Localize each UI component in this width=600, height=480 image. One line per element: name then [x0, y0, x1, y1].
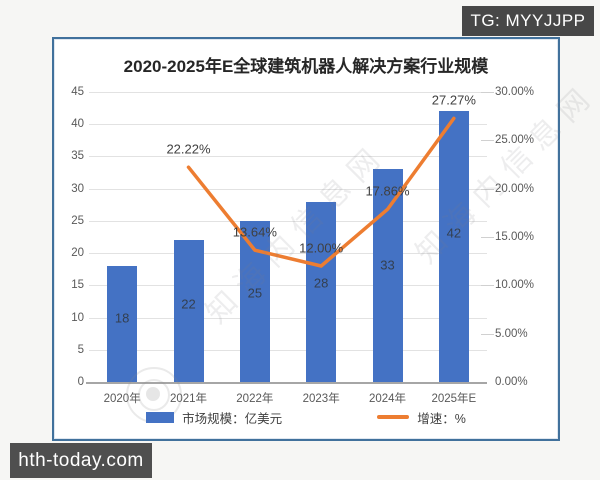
- bar-value-label: 33: [380, 257, 395, 273]
- bar: [438, 111, 469, 382]
- bar-value-label: 22: [181, 296, 196, 312]
- growth-value-label: 17.86%: [365, 183, 410, 199]
- growth-value-label: 12.00%: [299, 240, 344, 256]
- left-axis-tick-label: 35: [71, 150, 84, 163]
- chart-legend: 市场规模：亿美元 增速：%: [54, 406, 558, 428]
- gridline: [89, 92, 487, 93]
- gridline: [89, 220, 487, 222]
- right-axis-tick: [481, 92, 494, 93]
- left-axis-tick-label: 0: [77, 376, 84, 388]
- right-axis-tick: [481, 333, 494, 335]
- bar-swatch-icon: [146, 411, 175, 423]
- bar-value-label: 28: [313, 275, 329, 291]
- growth-value-label: 13.64%: [232, 224, 277, 240]
- right-axis-tick-label: 20.00%: [495, 182, 535, 195]
- line-swatch-icon: [377, 415, 410, 419]
- chart-title: 2020-2025年E全球建筑机器人解决方案行业规模: [123, 57, 489, 76]
- gridline: [89, 188, 487, 190]
- bar-value-label: 42: [446, 225, 462, 241]
- bar-value-label: 18: [114, 310, 130, 326]
- growth-line-svg: [186, 116, 456, 268]
- site-badge: hth-today.com: [10, 443, 152, 478]
- growth-value-label: 27.27%: [431, 92, 476, 108]
- x-axis-line: [86, 382, 487, 384]
- bar: [306, 201, 337, 382]
- x-axis-category-label: 2021年: [169, 393, 208, 405]
- x-axis-category-label: 2022年: [236, 393, 274, 405]
- plot-area: 0 5 10 15 20 25 30 35 40 45 0.00% 5.00% 10.00% 15.00%…: [54, 39, 558, 439]
- x-axis-category-label: 2024年: [368, 393, 407, 405]
- right-axis-tick-label: 15.00%: [495, 231, 535, 243]
- legend-label: 市场规模：亿美元: [182, 411, 283, 426]
- right-axis-tick-label: 10.00%: [495, 279, 535, 292]
- left-axis-tick-label: 10: [71, 311, 84, 324]
- chart-frame: 2020-2025年E全球建筑机器人解决方案行业规模 0 5 10 15 20 25 30 3…: [52, 37, 600, 441]
- bar-value-label: 25: [247, 285, 263, 301]
- left-axis-tick-label: 5: [77, 343, 84, 356]
- right-axis-tick-label: 0.00%: [495, 376, 528, 388]
- left-axis-tick-label: 40: [71, 118, 84, 131]
- x-axis-category-label: 2020年: [103, 393, 141, 405]
- gridline: [89, 124, 487, 126]
- gridline: [89, 349, 487, 351]
- legend-item-growth-rate: 增速：%: [377, 408, 466, 427]
- left-axis-tick-label: 20: [71, 247, 84, 260]
- right-axis-tick-label: 5.00%: [495, 327, 528, 340]
- left-axis-tick-label: 25: [71, 214, 84, 227]
- right-axis-tick: [481, 188, 494, 190]
- bar: [173, 240, 204, 382]
- right-axis-tick: [481, 140, 494, 142]
- legend-item-market-size: 市场规模：亿美元: [146, 408, 282, 427]
- telegram-badge: TG: MYYJJPP: [462, 6, 594, 36]
- left-axis-tick-label: 45: [71, 86, 84, 98]
- legend-label: 增速：%: [417, 411, 466, 426]
- x-axis-category-label: 2025年E: [431, 393, 477, 405]
- left-axis-tick-label: 15: [71, 279, 84, 292]
- bar: [372, 169, 403, 382]
- growth-value-label: 22.22%: [166, 141, 211, 157]
- right-axis-tick-label: 25.00%: [495, 134, 535, 147]
- right-axis-tick-label: 30.00%: [495, 86, 535, 98]
- gridline: [89, 317, 487, 319]
- gridline: [89, 156, 487, 158]
- x-axis-category-label: 2023年: [302, 393, 340, 405]
- growth-line: [186, 116, 456, 268]
- gridline: [89, 253, 487, 255]
- gridline: [89, 285, 487, 287]
- right-axis-tick: [481, 237, 494, 238]
- right-axis-tick: [481, 285, 494, 287]
- left-axis-tick-label: 30: [71, 182, 84, 195]
- bar: [107, 266, 138, 382]
